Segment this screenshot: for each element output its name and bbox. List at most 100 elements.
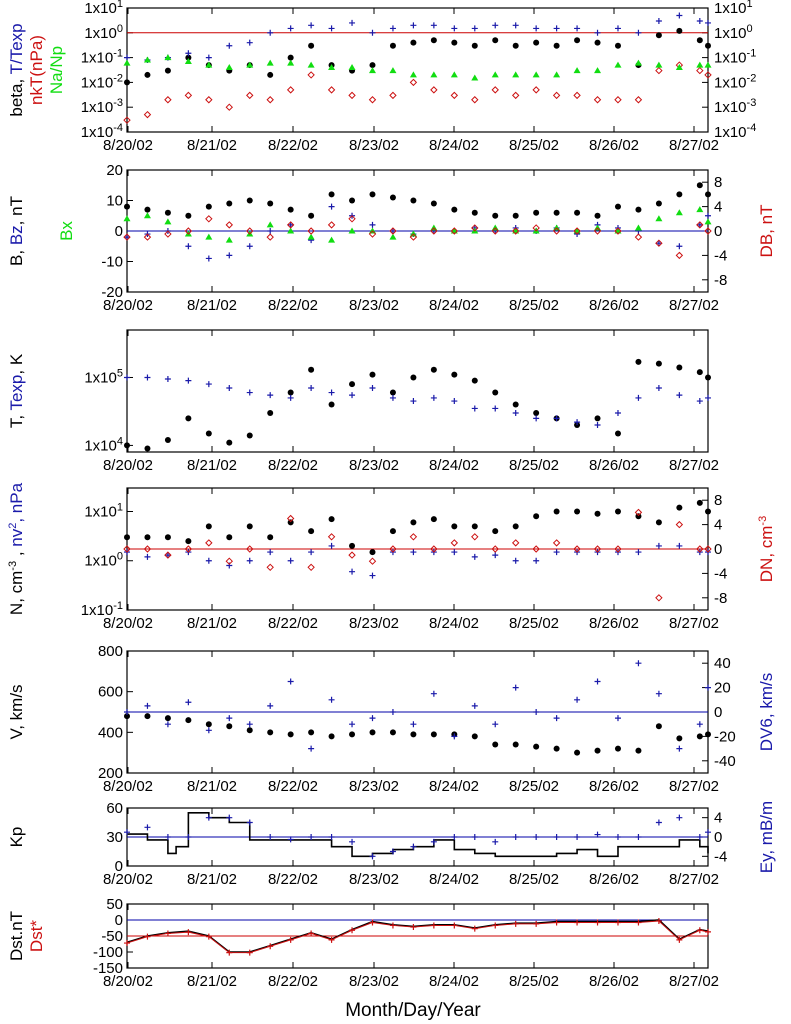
x-tick-label: 8/22/02 <box>268 973 318 990</box>
y-tick-label: 1x105 <box>84 367 123 386</box>
data-point <box>676 392 683 399</box>
data-point <box>533 513 540 520</box>
data-point <box>430 200 437 207</box>
data-point <box>328 191 335 198</box>
data-point <box>512 684 519 691</box>
data-point <box>226 814 233 821</box>
data-point <box>553 834 560 840</box>
data-point <box>369 29 376 36</box>
data-point <box>634 96 643 104</box>
data-point <box>308 528 315 535</box>
x-tick-label: 8/20/02 <box>103 973 153 990</box>
x-tick-label: 8/21/02 <box>187 778 237 795</box>
data-point <box>450 91 459 100</box>
data-point <box>676 364 683 371</box>
data-point <box>593 96 602 104</box>
data-point <box>369 191 376 198</box>
data-point <box>308 366 315 373</box>
data-point <box>205 203 212 210</box>
right-y-axis-title: DB, nT <box>757 205 776 258</box>
data-point <box>634 508 643 517</box>
data-point <box>491 71 499 78</box>
data-point <box>143 56 151 63</box>
data-point <box>471 377 478 384</box>
data-point <box>676 814 683 821</box>
right-y-tick-label: 1x101 <box>714 0 753 17</box>
right-y-tick-label: -8 <box>714 590 727 607</box>
data-point <box>409 71 417 78</box>
data-point <box>533 743 540 750</box>
x-tick-label: 8/20/02 <box>103 297 153 314</box>
data-point <box>553 508 560 515</box>
data-point <box>696 398 703 405</box>
right-y-tick-label: 1x10-2 <box>714 72 756 91</box>
series-blue-plus <box>124 374 711 428</box>
data-point <box>369 371 376 378</box>
y-tick-label: 30 <box>106 829 123 846</box>
data-point <box>492 37 499 44</box>
data-point <box>287 394 294 401</box>
data-point <box>164 218 172 225</box>
data-point <box>675 209 683 216</box>
data-point <box>184 545 193 553</box>
data-point <box>471 42 478 49</box>
data-point <box>533 25 540 32</box>
data-point <box>553 549 560 556</box>
x-tick-label: 8/22/02 <box>268 778 318 795</box>
data-point <box>246 557 253 564</box>
y-tick-label: 1x10-2 <box>81 72 123 91</box>
data-point <box>205 233 213 240</box>
data-point <box>124 534 130 541</box>
data-point <box>267 702 274 709</box>
data-point <box>267 410 274 417</box>
data-point <box>676 191 683 198</box>
dst-star-line <box>126 920 709 954</box>
data-point <box>635 206 642 213</box>
data-point <box>410 197 417 204</box>
data-point <box>471 405 478 412</box>
right-y-tick-label: 1x10-3 <box>714 97 756 116</box>
data-point <box>389 228 396 234</box>
data-point <box>471 533 479 541</box>
data-point <box>471 96 479 104</box>
data-point <box>705 19 711 26</box>
data-point <box>451 834 458 840</box>
data-point <box>410 549 417 556</box>
data-point <box>349 731 356 738</box>
data-point <box>614 715 621 722</box>
data-point <box>553 415 560 422</box>
data-point <box>225 236 233 243</box>
data-point <box>143 212 151 219</box>
data-point <box>655 819 662 826</box>
data-point <box>532 224 540 232</box>
data-point <box>492 838 499 845</box>
data-point <box>430 37 437 44</box>
x-tick-label: 8/26/02 <box>589 871 639 888</box>
y-tick-label: 400 <box>98 724 123 741</box>
y-tick-label: 1x10-1 <box>81 48 123 67</box>
data-point <box>226 715 233 722</box>
data-point <box>410 39 417 46</box>
data-point <box>676 27 683 34</box>
data-point <box>246 61 254 68</box>
right-y-tick-label: 8 <box>714 492 722 509</box>
x-tick-label: 8/25/02 <box>509 457 559 474</box>
y-axis-title-2: nkT(nPa) <box>27 35 46 105</box>
x-tick-label: 8/27/02 <box>669 137 719 154</box>
data-point <box>164 67 171 74</box>
data-point <box>287 389 294 396</box>
x-tick-label: 8/22/02 <box>268 297 318 314</box>
x-tick-label: 8/27/02 <box>669 457 719 474</box>
x-tick-label: 8/26/02 <box>589 615 639 632</box>
data-point <box>225 221 233 229</box>
dst-line <box>126 919 709 953</box>
data-point <box>226 439 233 446</box>
data-point <box>124 203 130 210</box>
data-point <box>430 22 437 29</box>
data-point <box>675 63 683 70</box>
data-point <box>369 385 376 392</box>
panel-velocity: 8/20/02 8/21/02 8/22/02 8/23/02 8/24/02 8/25/… <box>7 643 776 795</box>
data-point <box>512 741 519 748</box>
data-point <box>266 233 274 241</box>
data-point <box>349 392 356 399</box>
